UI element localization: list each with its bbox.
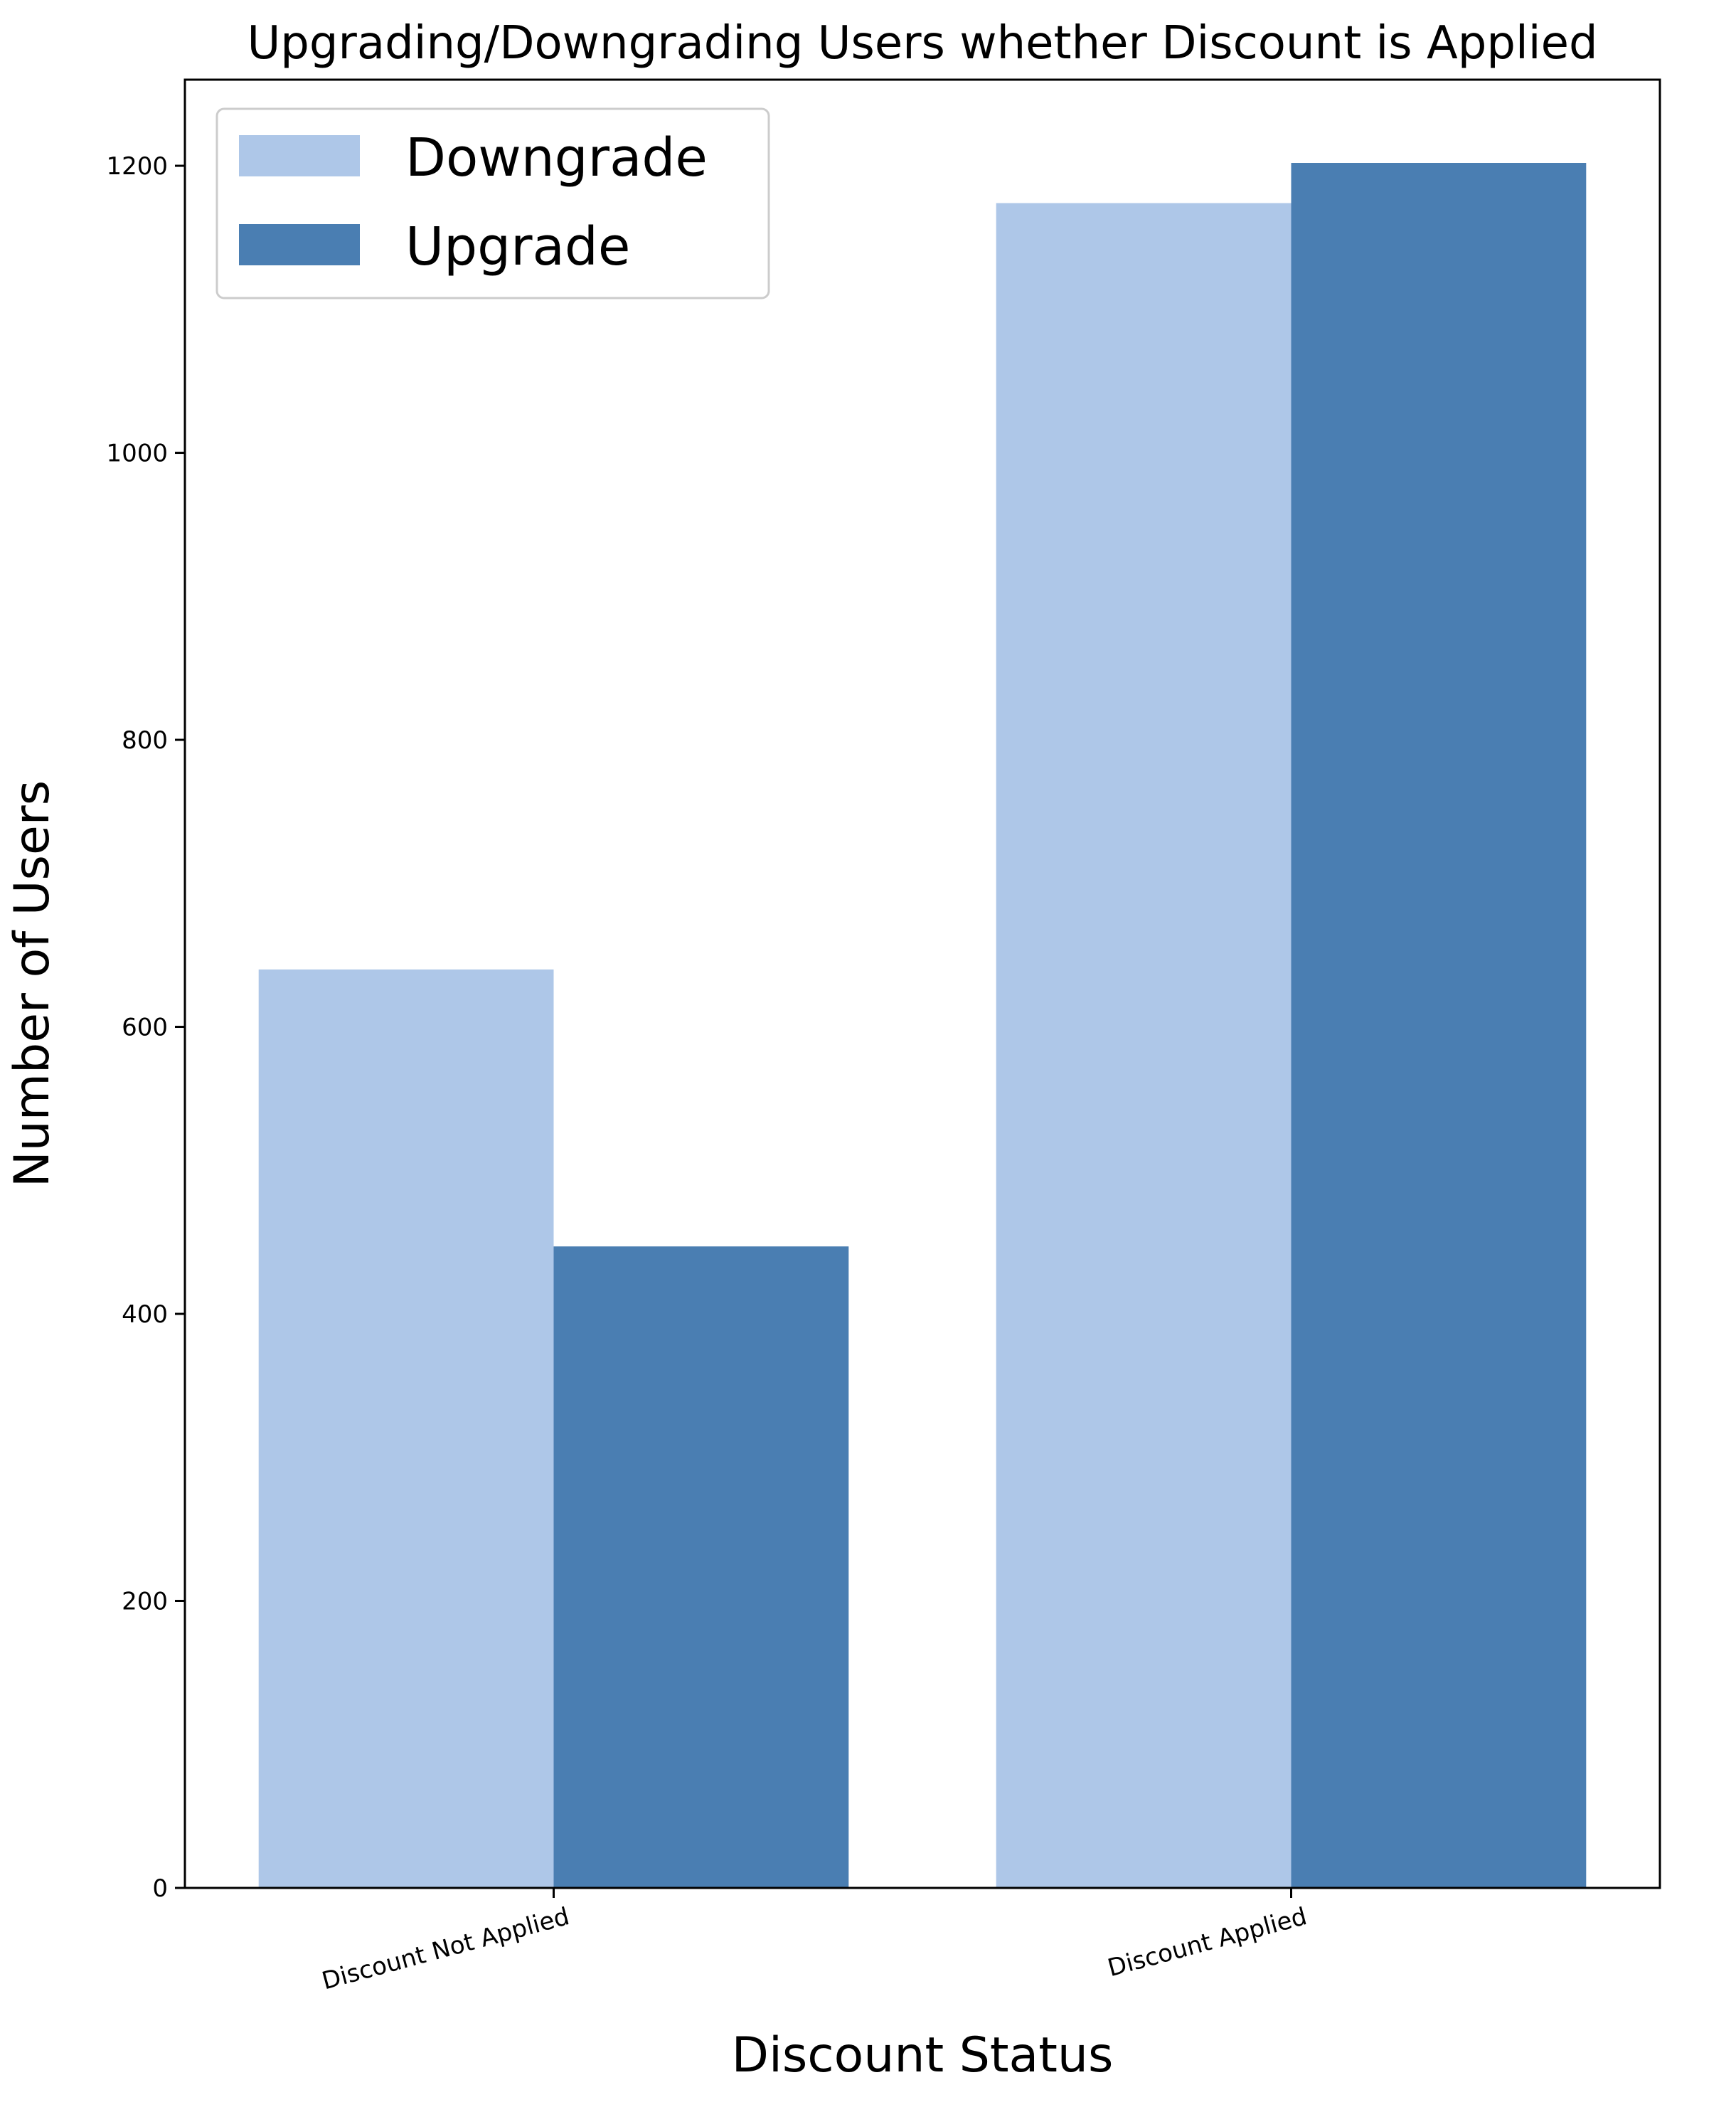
y-tick-label: 600	[122, 1014, 168, 1042]
bar-upgrade-2	[1291, 163, 1587, 1888]
legend: Downgrade Upgrade	[215, 107, 770, 299]
bar-upgrade-1	[553, 1246, 849, 1888]
y-tick-label: 1200	[106, 152, 168, 181]
legend-swatch-downgrade	[239, 135, 360, 176]
legend-swatch-upgrade	[239, 224, 360, 265]
x-axis-label: Discount Status	[732, 2027, 1114, 2084]
y-axis-label: Number of Users	[4, 780, 60, 1187]
chart-title: Upgrading/Downgrading Users whether Disc…	[247, 17, 1597, 70]
y-tick-label: 0	[152, 1874, 168, 1903]
y-tick-label: 1000	[106, 440, 168, 468]
y-tick-label: 800	[122, 726, 168, 755]
x-axis: Discount Not Applied Discount Applied	[319, 1888, 1310, 1995]
x-tick-label: Discount Not Applied	[319, 1902, 572, 1995]
bar-downgrade-2	[996, 203, 1292, 1889]
bar-downgrade-1	[258, 969, 554, 1888]
legend-label-downgrade: Downgrade	[405, 127, 708, 189]
legend-label-upgrade: Upgrade	[405, 216, 630, 277]
y-tick-label: 200	[122, 1588, 168, 1616]
plot-frame	[183, 78, 1661, 1889]
y-tick-label: 400	[122, 1300, 168, 1329]
bars-group	[258, 163, 1587, 1889]
x-tick-label: Discount Applied	[1104, 1902, 1309, 1983]
y-axis: 0 200 400 600 800 1000 1200	[106, 152, 185, 1903]
